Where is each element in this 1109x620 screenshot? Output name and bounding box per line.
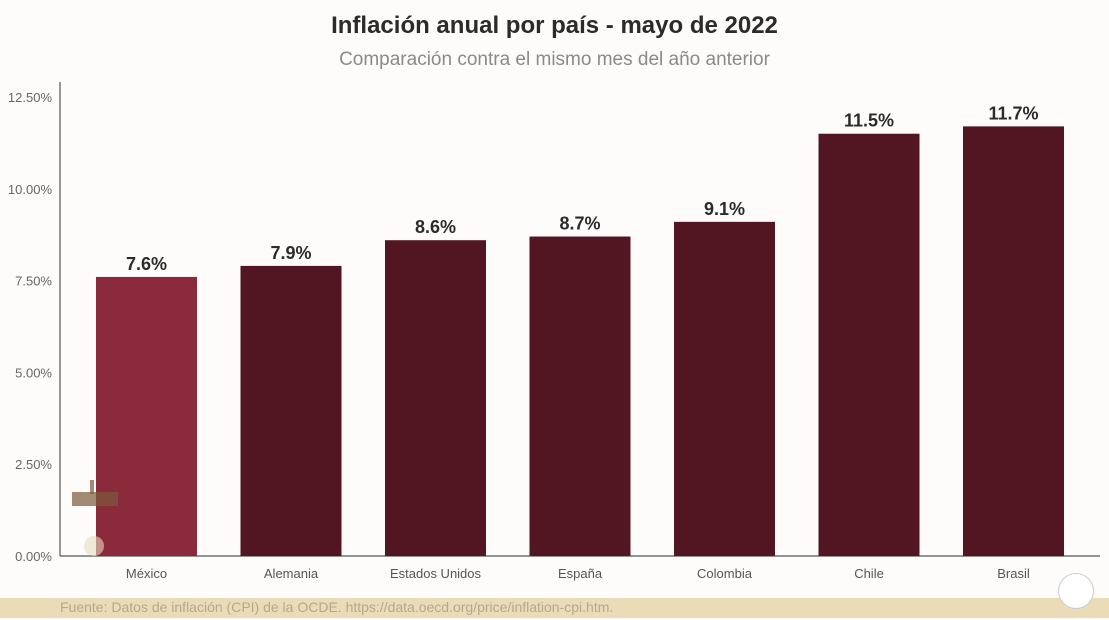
source-text: Fuente: Datos de inflación (CPI) de la O… bbox=[60, 599, 614, 615]
bar-2 bbox=[385, 240, 486, 556]
source-footer: Fuente: Datos de inflación (CPI) de la O… bbox=[0, 598, 1109, 618]
data-label: 7.6% bbox=[126, 254, 167, 274]
bar-3 bbox=[529, 236, 631, 556]
bar-6 bbox=[963, 126, 1064, 556]
x-tick-label: Brasil bbox=[997, 566, 1030, 581]
x-tick-label: Chile bbox=[854, 566, 884, 581]
bar-4 bbox=[674, 221, 775, 556]
y-tick-label: 7.50% bbox=[15, 274, 52, 289]
data-label: 9.1% bbox=[704, 199, 745, 219]
x-tick-label: Estados Unidos bbox=[390, 566, 482, 581]
y-tick-label: 12.50% bbox=[8, 90, 53, 105]
x-tick-label: Colombia bbox=[697, 566, 753, 581]
data-label: 11.7% bbox=[988, 103, 1038, 123]
data-label: 7.9% bbox=[270, 243, 311, 263]
seal-icon bbox=[1058, 573, 1094, 609]
bar-5 bbox=[818, 133, 920, 556]
x-tick-label: España bbox=[558, 566, 603, 581]
chart-title: Inflación anual por país - mayo de 2022 bbox=[331, 12, 778, 39]
data-label: 8.6% bbox=[415, 217, 456, 237]
x-tick-label: México bbox=[126, 566, 167, 581]
y-tick-label: 10.00% bbox=[8, 182, 53, 197]
bar-0 bbox=[96, 276, 197, 556]
government-logo-watermark bbox=[70, 478, 122, 558]
y-tick-label: 0.00% bbox=[15, 549, 52, 564]
y-tick-label: 5.00% bbox=[15, 365, 52, 380]
data-label: 11.5% bbox=[844, 111, 894, 131]
chart-subtitle: Comparación contra el mismo mes del año … bbox=[339, 49, 770, 70]
y-tick-label: 2.50% bbox=[15, 457, 52, 472]
x-tick-label: Alemania bbox=[264, 566, 319, 581]
bar-1 bbox=[240, 265, 342, 556]
data-label: 8.7% bbox=[559, 214, 600, 234]
